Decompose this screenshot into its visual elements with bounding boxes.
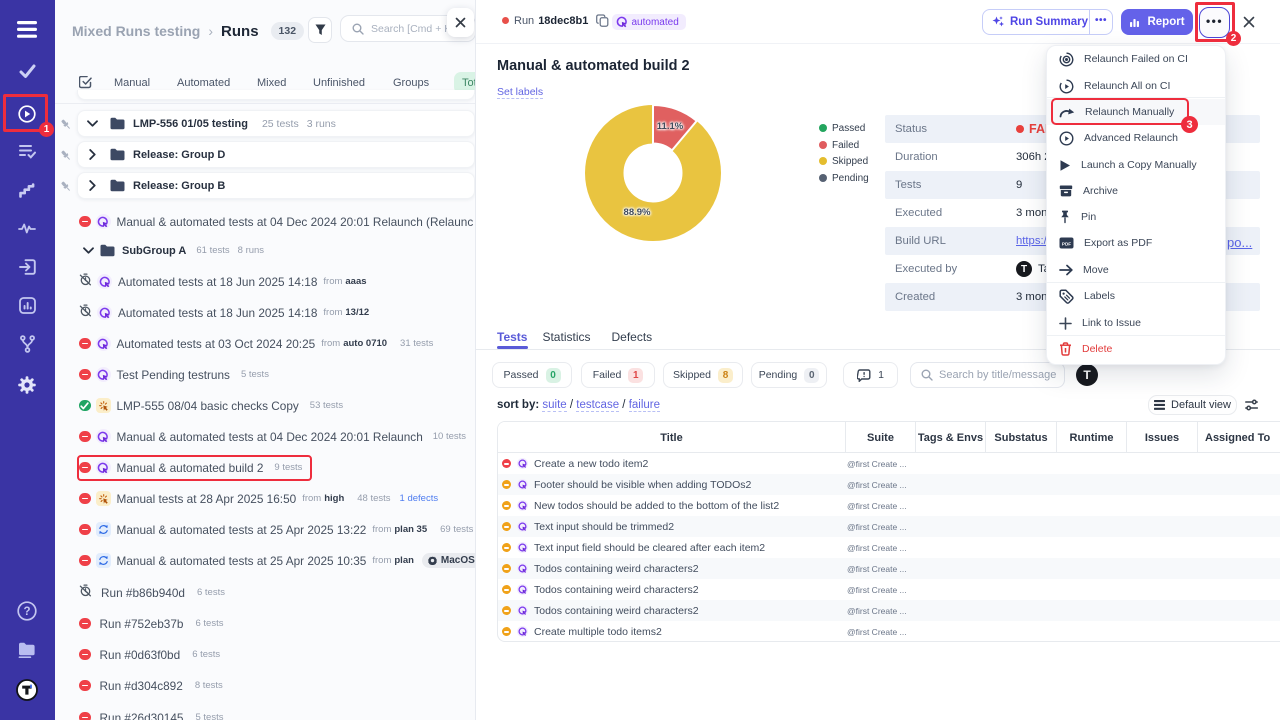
svg-text:PDF: PDF [1062,241,1071,246]
svg-text:?: ? [23,606,30,618]
